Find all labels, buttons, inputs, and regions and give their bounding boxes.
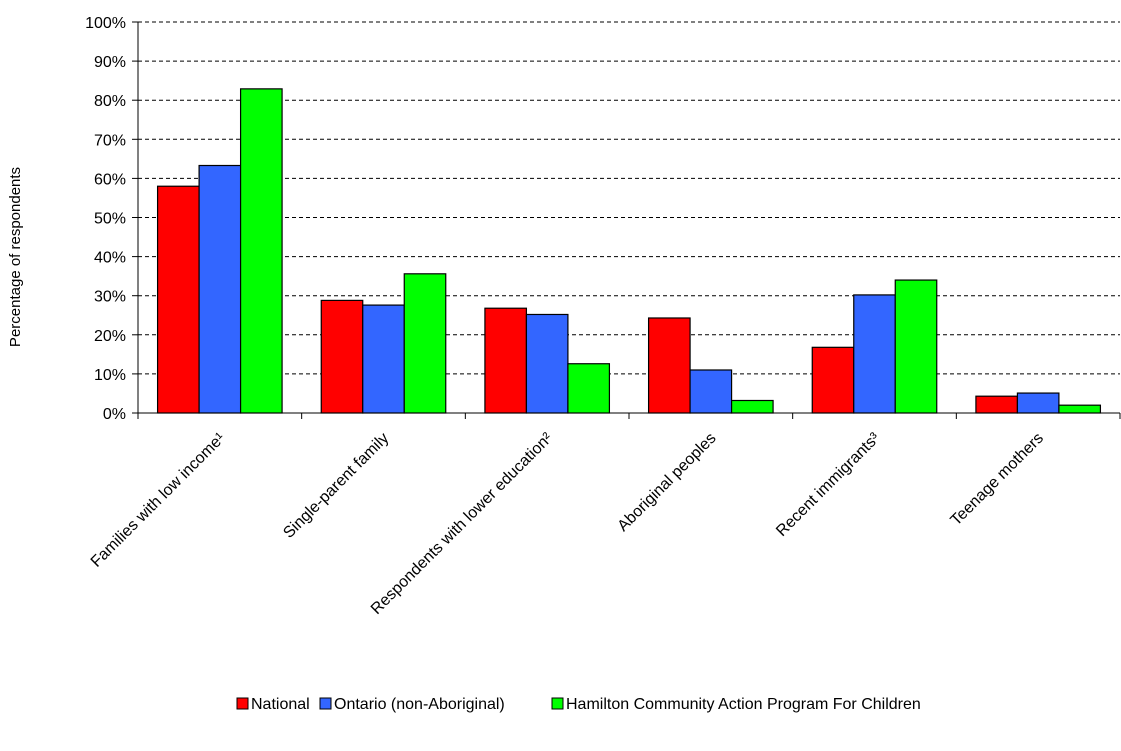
legend-swatch [236, 697, 249, 710]
y-tick-labels: 0% 10% 20% 30% 40% 50% 60% 70% 80% 90% 100% [85, 15, 126, 423]
x-tick-label: Teenage mothers [948, 430, 1047, 529]
x-tick-labels: Families with low income¹ Single-parent f… [88, 429, 1047, 618]
bar [647, 317, 691, 414]
y-tick-label: 60% [94, 171, 126, 188]
gridlines [138, 21, 1120, 375]
legend-swatch [551, 697, 564, 710]
bar [975, 395, 1019, 414]
legend-label: Ontario (non-Aboriginal) [334, 696, 505, 713]
y-tick-label: 10% [94, 367, 126, 384]
y-tick-label: 70% [94, 132, 126, 149]
bar [403, 273, 447, 414]
bar [689, 369, 733, 414]
bar [362, 304, 405, 414]
y-tick-label: 40% [94, 250, 126, 267]
bar [156, 185, 200, 414]
legend-swatch [319, 697, 332, 710]
y-tick-label: 90% [94, 54, 126, 71]
axes [132, 21, 1121, 419]
bar [1058, 404, 1102, 414]
x-tick-label: Single-parent family [280, 430, 392, 542]
legend-label: Hamilton Community Action Program For Ch… [566, 696, 921, 713]
bar [730, 399, 774, 414]
y-tick-label: 50% [94, 211, 126, 228]
bar [1016, 392, 1060, 414]
legend-label: National [251, 696, 310, 713]
bar [484, 307, 528, 414]
y-tick-label: 20% [94, 328, 126, 345]
x-tick-label: Respondents with lower education² [368, 429, 557, 618]
y-tick-label: 100% [85, 15, 126, 32]
bars [156, 88, 1102, 414]
y-tick-label: 30% [94, 289, 126, 306]
bar [853, 294, 896, 414]
y-tick-label: 80% [94, 93, 126, 110]
y-axis-label: Percentage of respondents [7, 167, 24, 347]
bar [567, 363, 611, 414]
y-tick-label: 0% [103, 406, 126, 423]
bar [894, 279, 938, 414]
bar [239, 88, 283, 414]
legend: National Ontario (non-Aboriginal) Hamilton… [236, 696, 921, 713]
x-tick-label: Aboriginal peoples [615, 430, 720, 535]
x-tick-label: Recent immigrants³ [773, 429, 884, 540]
bar [811, 346, 855, 414]
bar [525, 313, 569, 414]
bar [320, 299, 364, 414]
bar [198, 164, 242, 414]
x-tick-label: Families with low income¹ [88, 430, 229, 571]
